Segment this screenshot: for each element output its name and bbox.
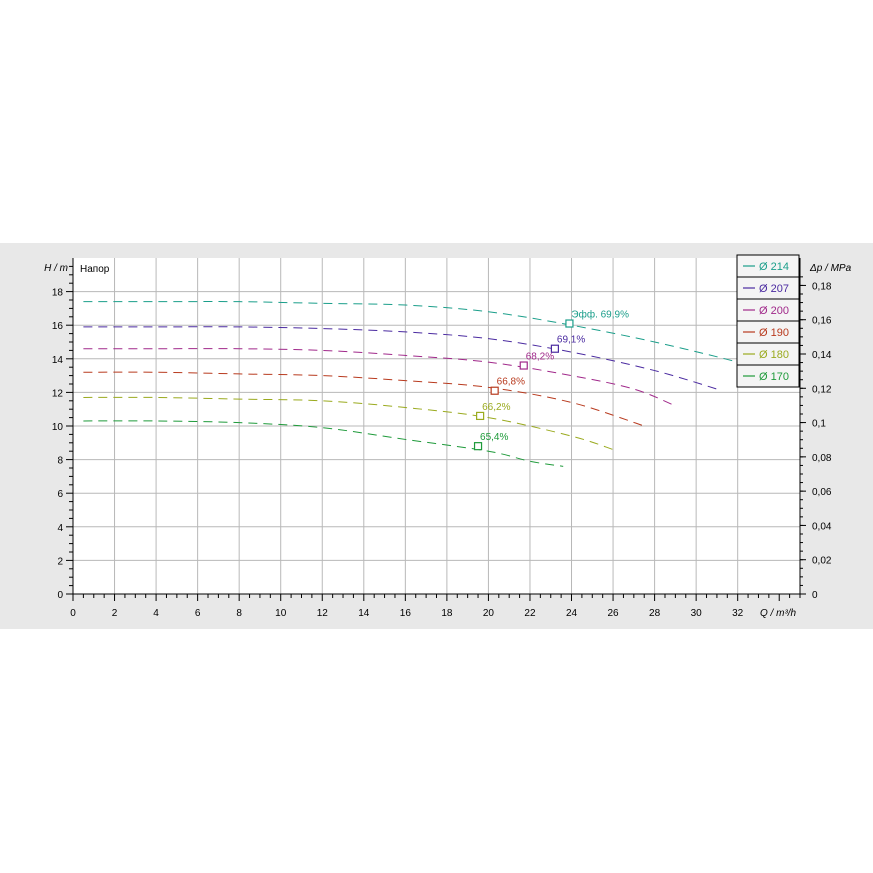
pump-curve-chart: 0 2 4 6 8 10 12 14 16 18 20 22 24 26 28 30 3202468101214… <box>44 254 852 619</box>
series-line <box>83 326 718 390</box>
x-tick-label: 26 <box>607 608 619 619</box>
x-tick-label: 22 <box>524 608 536 619</box>
x-tick-label: 28 <box>649 608 661 619</box>
y2-tick-label: 0,06 <box>812 487 832 498</box>
legend-entry: Ø 180 <box>759 349 789 361</box>
y2-tick-label: 0 <box>812 590 818 601</box>
y-axis-label: H / m <box>44 263 68 274</box>
grid <box>73 258 800 594</box>
legend-entry: Ø 190 <box>759 327 789 339</box>
y-tick-label: 14 <box>52 355 64 366</box>
x-tick-label: 2 <box>112 608 118 619</box>
x-tick-label: 14 <box>358 608 370 619</box>
y2-tick-label: 0,16 <box>812 316 832 327</box>
y2-axis-label: Δp / MPa <box>809 263 852 274</box>
x-tick-label: 16 <box>400 608 412 619</box>
bep-label: 69,1% <box>557 335 585 346</box>
bep-marker <box>565 319 574 328</box>
bep-label: Эфф. 69,9% <box>571 309 629 321</box>
y-tick-label: 12 <box>52 388 64 399</box>
bep-marker <box>473 442 483 451</box>
legend: Ø 214 Ø 207 Ø 200 Ø 190 Ø 180 Ø 170 <box>736 254 800 388</box>
x-axis-label: Q / m³/h <box>760 608 797 619</box>
x-tick-label: 0 <box>70 608 76 619</box>
x-tick-label: 4 <box>153 608 159 619</box>
bep-marker <box>519 361 528 370</box>
y-tick-label: 4 <box>57 523 63 534</box>
axes: 0 2 4 6 8 10 12 14 16 18 20 22 24 26 28 30 3202468101214… <box>52 258 832 619</box>
series-line <box>83 301 780 377</box>
y2-tick-label: 0,1 <box>812 419 826 430</box>
legend-entry: Ø 214 <box>759 261 789 273</box>
series-line <box>83 420 564 467</box>
legend-entry: Ø 200 <box>759 305 789 317</box>
y-tick-label: 16 <box>52 321 64 332</box>
legend-entry: Ø 170 <box>759 371 789 383</box>
x-tick-label: 20 <box>483 608 495 619</box>
chart-title: Напор <box>80 264 110 275</box>
y2-tick-label: 0,12 <box>812 384 832 395</box>
bep-marker <box>490 386 499 395</box>
bep-marker <box>550 344 559 353</box>
y-tick-label: 2 <box>57 556 63 567</box>
x-tick-label: 10 <box>275 608 287 619</box>
chart-panel: 0 2 4 6 8 10 12 14 16 18 20 22 24 26 28 30 32 0 2 4 6 8 10 12 14… <box>0 243 873 629</box>
y-tick-label: 0 <box>57 590 63 601</box>
y2-tick-label: 0,14 <box>812 350 832 361</box>
y2-tick-label: 0,04 <box>812 521 832 532</box>
y2-tick-label: 0,02 <box>812 556 832 567</box>
bep-marker <box>476 411 485 421</box>
x-tick-label: 12 <box>317 608 329 619</box>
y2-tick-label: 0,18 <box>812 281 832 292</box>
x-tick-label: 32 <box>732 608 744 619</box>
series: Эфф. 69,9% 69,1%68,2% 66,8% 66,2% 65,4% <box>83 301 780 467</box>
y-tick-label: 6 <box>57 489 63 500</box>
bep-label: 66,8% <box>497 377 525 388</box>
x-tick-label: 6 <box>195 608 201 619</box>
y-tick-label: 8 <box>57 456 63 467</box>
x-tick-label: 8 <box>236 608 242 619</box>
x-tick-label: 18 <box>441 608 453 619</box>
y2-tick-label: 0,08 <box>812 453 832 464</box>
bep-label: 66,2% <box>482 402 510 413</box>
bep-label: 68,2% <box>526 352 554 363</box>
y-tick-label: 10 <box>52 422 64 433</box>
y-tick-label: 18 <box>52 288 64 299</box>
bep-label: 65,4% <box>480 432 508 443</box>
x-tick-label: 24 <box>566 608 578 619</box>
series-line <box>83 396 614 450</box>
x-tick-label: 30 <box>691 608 703 619</box>
legend-entry: Ø 207 <box>759 283 789 295</box>
series-line <box>83 348 676 407</box>
